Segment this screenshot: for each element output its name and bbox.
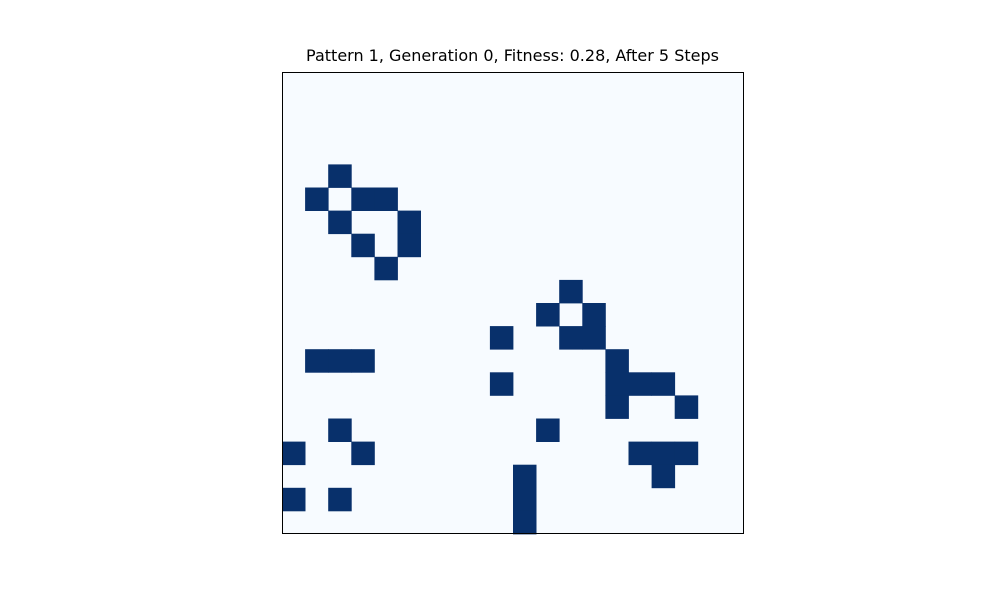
alive-cell-r5-c1 [305,187,329,211]
alive-cell-r11-c9 [489,326,514,350]
alive-cell-r16-c16 [651,441,676,466]
alive-cell-r13-c9 [489,372,514,396]
plot-frame [282,72,744,534]
alive-cell-r16-c0 [282,441,306,466]
alive-cell-r12-c3 [351,349,375,373]
alive-cell-r6-c5 [397,210,421,235]
alive-cell-r15-c11 [536,418,560,442]
alive-cell-r6-c2 [328,210,352,235]
alive-cell-r13-c16 [651,372,676,396]
alive-cell-r18-c2 [328,487,352,512]
alive-cell-r14-c14 [605,395,629,419]
alive-cell-r10-c11 [536,303,560,327]
alive-cell-r19-c10 [513,510,537,535]
alive-cell-r16-c17 [674,441,699,466]
alive-cell-r11-c12 [559,326,583,350]
alive-cell-r7-c5 [397,233,421,258]
alive-cell-r16-c3 [351,441,375,466]
alive-cell-r7-c3 [351,233,375,258]
alive-cell-r14-c17 [674,395,699,419]
alive-cell-r5-c4 [374,187,398,211]
alive-cell-r13-c15 [628,372,652,396]
alive-cell-r10-c13 [582,303,606,327]
chart-title: Pattern 1, Generation 0, Fitness: 0.28, … [306,46,719,65]
alive-cell-r17-c16 [651,464,676,489]
alive-cell-r13-c14 [605,372,629,396]
alive-cell-r18-c10 [513,487,537,512]
alive-cell-r17-c10 [513,464,537,489]
alive-cell-r16-c15 [628,441,652,466]
alive-cell-r4-c2 [328,164,352,188]
alive-cell-r9-c12 [559,279,583,304]
alive-cell-r8-c4 [374,256,398,281]
alive-cell-r12-c1 [305,349,329,373]
alive-cell-r12-c14 [605,349,629,373]
alive-cells-layer [282,164,699,535]
alive-cell-r11-c13 [582,326,606,350]
alive-cell-r12-c2 [328,349,352,373]
alive-cell-r5-c3 [351,187,375,211]
alive-cell-r18-c0 [282,487,306,512]
alive-cell-r15-c2 [328,418,352,442]
